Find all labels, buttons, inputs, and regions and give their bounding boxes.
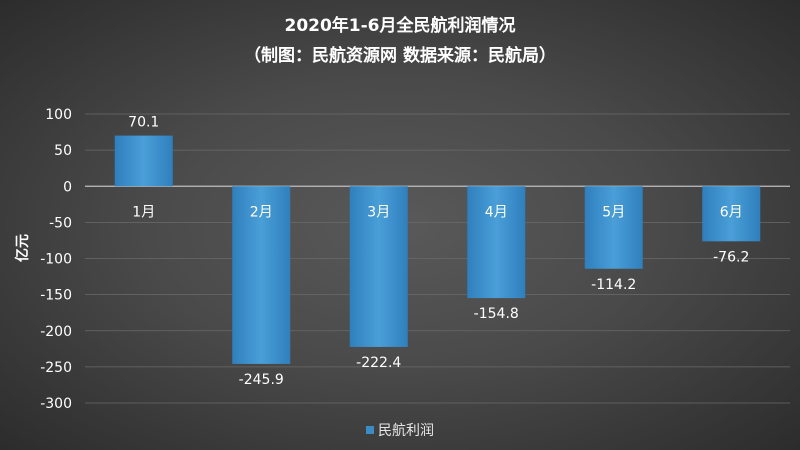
data-label: -76.2	[713, 249, 749, 265]
data-label: 70.1	[128, 115, 159, 131]
bar	[584, 186, 643, 269]
bar	[349, 186, 408, 347]
bar	[467, 186, 526, 299]
y-tick-label: -100	[40, 252, 72, 268]
bars	[114, 135, 761, 364]
category-label: 4月	[485, 204, 508, 220]
category-label: 3月	[367, 204, 390, 220]
y-tick-label: 100	[45, 107, 72, 123]
y-tick-label: -50	[49, 215, 72, 231]
data-label: -245.9	[239, 372, 284, 388]
data-label: -154.8	[474, 306, 519, 322]
y-tick-label: -250	[40, 360, 72, 376]
y-tick-label: -200	[40, 324, 72, 340]
chart-title: 2020年1-6月全民航利润情况	[284, 16, 516, 36]
y-tick-label: 0	[63, 179, 72, 195]
legend-label: 民航利润	[378, 423, 434, 439]
legend: 民航利润	[0, 420, 800, 440]
category-label: 2月	[250, 204, 273, 220]
y-tick-label: -300	[40, 396, 72, 412]
category-labels: 1月 2月 3月 4月 5月 6月	[132, 204, 742, 220]
category-label: 5月	[602, 204, 625, 220]
data-label: -114.2	[591, 277, 636, 293]
data-labels: 70.1 -245.9 -222.4 -154.8 -114.2 -76.2	[128, 115, 749, 388]
bar	[702, 186, 761, 242]
bar	[114, 135, 173, 187]
y-tick-label: 50	[54, 143, 72, 159]
y-tick-labels: 100 50 0 -50 -100 -150 -200 -250 -300	[40, 107, 72, 412]
legend-swatch	[366, 426, 374, 434]
y-tick-label: -150	[40, 288, 72, 304]
data-label: -222.4	[356, 355, 401, 371]
gridlines	[85, 113, 790, 404]
chart-subtitle: （制图：民航资源网 数据来源：民航局）	[244, 46, 556, 66]
bar	[232, 186, 291, 364]
category-label: 6月	[720, 204, 743, 220]
category-label: 1月	[132, 204, 155, 220]
